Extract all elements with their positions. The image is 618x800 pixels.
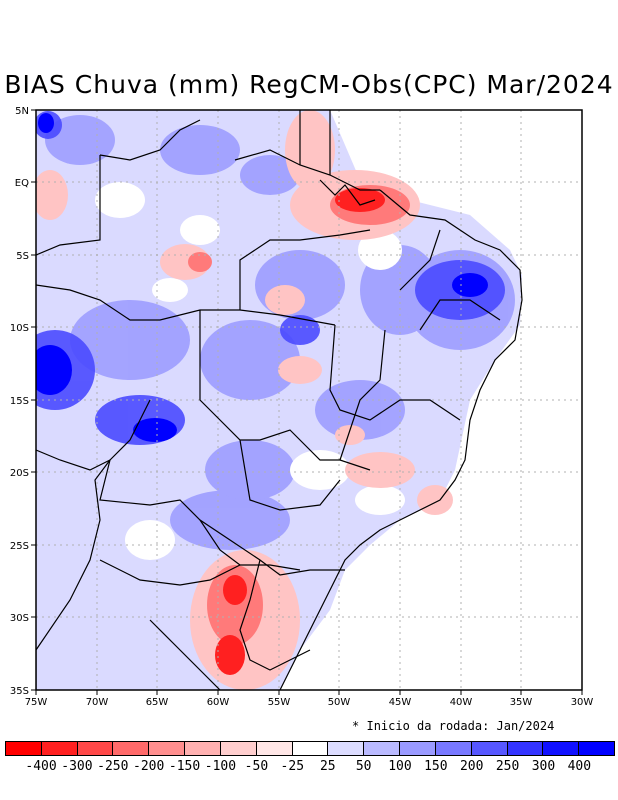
lat-label: 15S [10, 396, 29, 407]
lat-label: 25S [10, 541, 29, 552]
colorbar-label: -150 [168, 759, 201, 774]
political-borders [36, 110, 523, 690]
colorbar-label: 250 [495, 759, 520, 774]
colorbar-swatch [507, 742, 544, 755]
colorbar-swatch [41, 742, 78, 755]
lat-label: 5N [15, 106, 29, 117]
lat-label: 30S [10, 613, 29, 624]
lon-label: 60W [207, 697, 230, 708]
tick-marks [31, 109, 583, 695]
colorbar-label: -300 [61, 759, 93, 774]
colorbar-label: 400 [567, 759, 592, 774]
lon-label: 30W [571, 697, 594, 708]
colorbar-swatch [579, 742, 615, 755]
lat-label: 10S [10, 323, 29, 334]
lon-label: 45W [389, 697, 412, 708]
lon-label: 55W [268, 697, 291, 708]
colorbar-label: -400 [25, 759, 57, 774]
colorbar-swatch [220, 742, 257, 755]
latitude-labels: 5N EQ 5S 10S 15S 20S 25S 30S 35S [10, 106, 29, 697]
run-start-note: * Inicio da rodada: Jan/2024 [352, 719, 554, 733]
lon-label: 50W [328, 697, 351, 708]
colorbar-swatch [149, 742, 186, 755]
asterisk-icon: * [352, 719, 360, 733]
colorbar-label: -100 [204, 759, 237, 774]
lon-label: 35W [510, 697, 533, 708]
colorbar-swatch [543, 742, 580, 755]
lon-label: 70W [86, 697, 109, 708]
colorbar-swatch [292, 742, 329, 755]
colorbar [5, 741, 615, 756]
lat-label: 20S [10, 468, 29, 479]
longitude-labels: 75W 70W 65W 60W 55W 50W 45W 40W 35W 30W [25, 697, 594, 708]
colorbar-swatch [256, 742, 293, 755]
lat-label: 5S [16, 251, 29, 262]
lon-label: 65W [146, 697, 169, 708]
colorbar-label: 25 [319, 759, 336, 774]
colorbar-swatch [364, 742, 401, 755]
colorbar-swatch [435, 742, 472, 755]
lon-label: 75W [25, 697, 48, 708]
colorbar-label: -50 [244, 759, 269, 774]
lat-label: 35S [10, 686, 29, 697]
colorbar-label: 50 [355, 759, 372, 774]
colorbar-label: 200 [459, 759, 484, 774]
lon-label: 40W [450, 697, 473, 708]
colorbar-swatch [471, 742, 508, 755]
colorbar-label: -25 [280, 759, 305, 774]
colorbar-label: 300 [531, 759, 556, 774]
colorbar-swatch [328, 742, 365, 755]
map-title: BIAS Chuva (mm) RegCM-Obs(CPC) Mar/2024 [4, 70, 614, 99]
colorbar-label: 150 [424, 759, 448, 774]
colorbar-label: -250 [97, 759, 129, 774]
colorbar-swatch [6, 742, 42, 755]
colorbar-label: -200 [133, 759, 165, 774]
lat-label: EQ [15, 178, 29, 189]
colorbar-swatch [77, 742, 114, 755]
colorbar-label: 100 [388, 759, 412, 774]
colorbar-swatch [400, 742, 436, 755]
colorbar-swatch [113, 742, 150, 755]
run-start-text: Inicio da rodada: Jan/2024 [366, 719, 555, 733]
colorbar-swatch [185, 742, 221, 755]
